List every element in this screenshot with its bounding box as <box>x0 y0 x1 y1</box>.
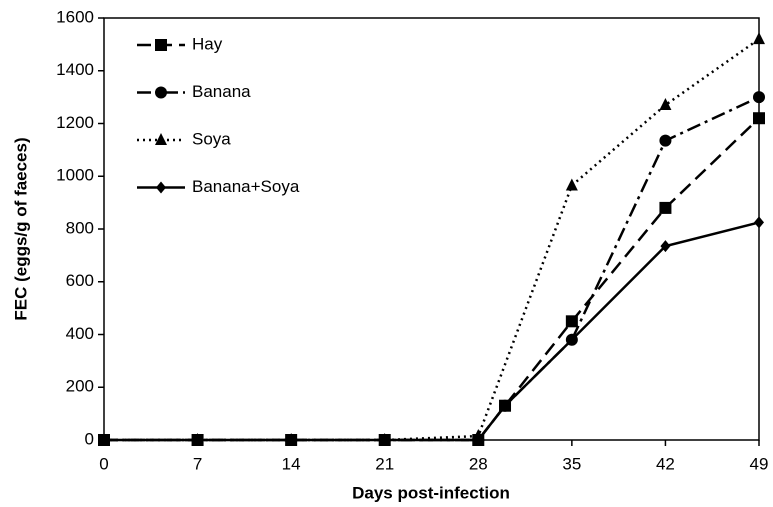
y-tick-label: 800 <box>66 218 94 237</box>
marker <box>753 112 765 125</box>
marker <box>659 134 672 147</box>
marker <box>473 434 484 446</box>
legend-marker <box>156 181 166 194</box>
x-tick-label: 49 <box>750 454 769 473</box>
marker <box>659 201 672 214</box>
marker <box>566 333 577 346</box>
x-tick-label: 7 <box>193 454 202 473</box>
marker <box>660 240 671 253</box>
legend-label: Banana <box>192 82 251 101</box>
series-line <box>104 95 760 442</box>
legend-marker <box>155 86 167 99</box>
x-tick-label: 35 <box>562 454 581 473</box>
marker <box>753 91 765 104</box>
marker <box>753 32 765 45</box>
marker <box>754 216 764 229</box>
marker <box>99 434 109 446</box>
y-tick-label: 1200 <box>56 113 94 132</box>
x-tick-label: 0 <box>99 454 108 473</box>
y-tick-label: 1400 <box>56 60 94 79</box>
x-tick-label: 42 <box>656 454 675 473</box>
y-tick-label: 0 <box>85 429 94 448</box>
marker <box>659 98 672 111</box>
series-line <box>104 221 760 442</box>
y-tick-label: 600 <box>66 271 94 290</box>
legend-label: Hay <box>192 34 223 53</box>
legend-label: Soya <box>192 129 231 148</box>
legend-label: Banana+Soya <box>192 177 300 196</box>
marker <box>565 315 578 328</box>
y-tick-label: 1000 <box>56 166 94 185</box>
x-axis-title: Days post-infection <box>352 483 510 502</box>
marker <box>286 434 297 446</box>
y-axis-title: FEC (eggs/g of faeces) <box>11 137 30 320</box>
y-tick-label: 200 <box>66 377 94 396</box>
series-line <box>104 117 760 442</box>
x-tick-label: 21 <box>375 454 394 473</box>
y-tick-label: 1600 <box>56 7 94 26</box>
legend-marker <box>155 133 167 145</box>
marker <box>192 434 203 446</box>
x-tick-label: 14 <box>282 454 301 473</box>
marker <box>565 178 578 191</box>
y-tick-label: 400 <box>66 324 94 343</box>
marker <box>379 434 390 446</box>
legend-marker <box>155 39 167 51</box>
x-tick-label: 28 <box>469 454 488 473</box>
marker <box>500 399 511 412</box>
